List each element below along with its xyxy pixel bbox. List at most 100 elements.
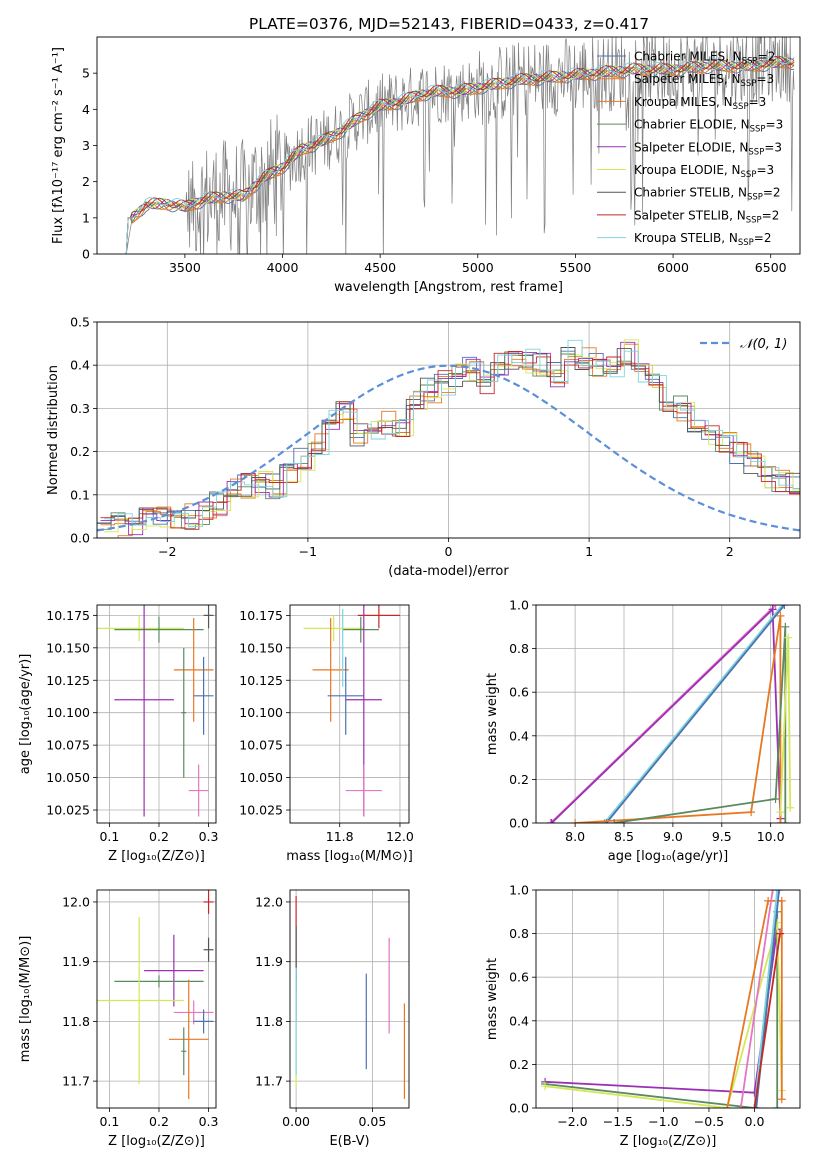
- model-line-salpeter_elodie: [125, 57, 795, 254]
- errorbar-point: [181, 647, 187, 778]
- y-tick-label: 11.8: [255, 1014, 283, 1029]
- model-line-chabrier_stelib: [125, 56, 795, 254]
- y-tick-label: 0: [82, 247, 90, 262]
- x-tick-label: 0.2: [149, 829, 169, 844]
- errorbar-point: [173, 1000, 214, 1025]
- x-tick-label: 1: [585, 544, 593, 559]
- weight-line-chabrier_elodie: [614, 626, 787, 823]
- x-axis-label: age [log₁₀(age/yr)]: [608, 849, 729, 864]
- model-line-kroupa_elodie: [125, 56, 795, 254]
- figure-title: PLATE=0376, MJD=52143, FIBERID=0433, z=0…: [249, 15, 649, 33]
- weight-marker: [775, 929, 784, 938]
- plot-area: [546, 605, 795, 823]
- legend-label: Kroupa ELODIE, NSSP=3: [634, 163, 774, 180]
- y-tick-label: 10.125: [46, 673, 90, 688]
- y-tick-label: 10.025: [46, 803, 90, 818]
- x-tick-label: 8.5: [614, 829, 634, 844]
- x-axis-label: Z [log₁₀(Z/Z⊙)]: [108, 1134, 205, 1149]
- y-tick-label: 10.175: [46, 608, 90, 623]
- y-tick-label: 10.075: [46, 738, 90, 753]
- weight-marker: [723, 1104, 732, 1108]
- axes-frame: [289, 889, 410, 1109]
- x-tick-label: 2: [726, 544, 734, 559]
- weight-line-pink: [739, 890, 774, 1108]
- weight-marker: [546, 819, 555, 823]
- y-axis-label: Normed distribution: [46, 365, 61, 495]
- errorbar-point: [114, 605, 174, 817]
- y-tick-label: 1.0: [509, 598, 529, 613]
- x-tick-label: 4500: [364, 260, 396, 275]
- y-tick-label: 0.0: [509, 816, 529, 831]
- errorbar-point: [203, 937, 214, 962]
- y-tick-label: 0.1: [70, 487, 90, 502]
- weight-marker: [771, 605, 780, 609]
- x-tick-label: −0.5: [694, 1114, 724, 1129]
- plot-area: [125, 37, 795, 254]
- x-tick-label: 0.0: [745, 1114, 765, 1129]
- y-tick-label: 10.125: [239, 673, 283, 688]
- y-tick-label: 2: [82, 174, 90, 189]
- errorbar-point: [345, 764, 382, 817]
- x-tick-label: −1.0: [648, 1114, 678, 1129]
- x-tick-label: 0.2: [149, 1114, 169, 1129]
- hist-kroupa_elodie: [104, 339, 800, 533]
- errorbar-point: [181, 1027, 187, 1076]
- hist-salpeter_miles: [100, 358, 800, 529]
- weight-marker: [773, 890, 782, 894]
- x-tick-label: 4000: [267, 260, 299, 275]
- y-tick-label: 1: [82, 210, 90, 225]
- y-tick-label: 10.175: [239, 608, 283, 623]
- errorbar-point: [144, 934, 204, 1007]
- weight-marker: [771, 795, 780, 804]
- errorbar-point: [168, 979, 209, 1100]
- y-tick-label: 0.0: [509, 1101, 529, 1116]
- y-axis-label: age [log₁₀(age/yr)]: [18, 654, 33, 775]
- hist-chabrier_elodie: [97, 351, 800, 530]
- x-tick-label: 12.0: [386, 829, 414, 844]
- weight-marker: [571, 819, 580, 823]
- x-tick-label: 0.1: [99, 1114, 119, 1129]
- y-tick-label: 0.4: [509, 1013, 529, 1028]
- x-axis-label: Z [log₁₀(Z/Z⊙)]: [620, 1134, 717, 1149]
- errorbar-point: [97, 916, 184, 1085]
- x-tick-label: −2: [158, 544, 176, 559]
- weight-marker: [776, 808, 785, 817]
- panel-age_vs_Z: 0.1 0.2 0.3 10.025 10.050 10.075 10.100 10.125 1…: [18, 604, 219, 864]
- x-tick-label: 10.0: [757, 829, 785, 844]
- y-tick-label: 0.0: [70, 531, 90, 546]
- x-tick-label: 6000: [657, 260, 689, 275]
- y-axis-label: Flux [fλ10⁻¹⁷ erg cm⁻² s⁻¹ A⁻¹]: [51, 47, 66, 244]
- y-axis-label: mass [log₁₀(M/M⊙)]: [18, 936, 33, 1063]
- x-tick-label: 9.5: [712, 829, 732, 844]
- y-axis-label: mass weight: [485, 958, 500, 1040]
- weight-marker: [777, 896, 786, 905]
- weight-marker: [780, 605, 789, 609]
- panel-spectrum: 3500 4000 4500 5000 5500 6000 6500 0 1 2 3 4 5 wavele…: [51, 36, 801, 295]
- x-tick-label: 0.3: [199, 829, 219, 844]
- weight-marker: [776, 611, 785, 620]
- y-tick-label: 0.8: [509, 641, 529, 656]
- plot-area: [97, 605, 214, 817]
- weight-marker: [747, 808, 756, 817]
- x-axis-label: mass [log₁₀(M/M⊙)]: [286, 849, 413, 864]
- plot-area: [97, 339, 800, 538]
- x-tick-label: 5500: [560, 260, 592, 275]
- errorbar-point: [327, 656, 364, 735]
- y-tick-label: 11.7: [62, 1074, 90, 1089]
- y-tick-label: 10.100: [46, 705, 90, 720]
- y-axis-label: mass weight: [485, 673, 500, 755]
- y-tick-label: 0.2: [509, 772, 529, 787]
- weight-marker: [786, 803, 795, 812]
- y-tick-label: 11.9: [255, 954, 283, 969]
- y-tick-label: 3: [82, 138, 90, 153]
- y-tick-label: 0.3: [70, 401, 90, 416]
- weight-line-kroupa_stelib: [603, 605, 784, 823]
- x-tick-label: 0: [445, 544, 453, 559]
- normal-curve: [97, 364, 800, 532]
- data-spectrum: [125, 37, 795, 254]
- weight-marker: [781, 819, 790, 823]
- weight-marker: [750, 1104, 759, 1108]
- y-tick-label: 11.7: [255, 1074, 283, 1089]
- x-tick-label: −1: [299, 544, 317, 559]
